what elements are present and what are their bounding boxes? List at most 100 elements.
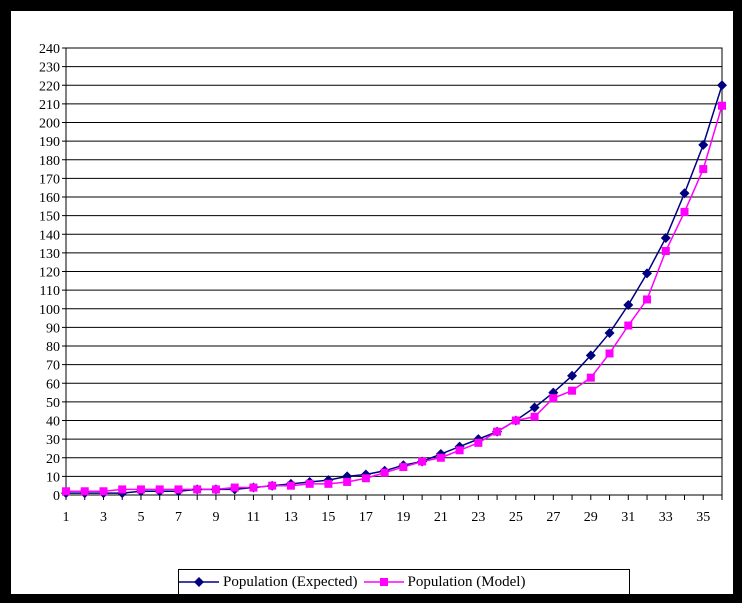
x-tick-label: 5 xyxy=(137,510,144,525)
model-point xyxy=(324,479,333,488)
x-tick-label: 13 xyxy=(284,510,298,525)
model-point xyxy=(118,485,127,494)
y-tick-label: 0 xyxy=(53,489,60,504)
axes xyxy=(62,47,723,500)
y-tick-label: 50 xyxy=(46,396,60,411)
model-point xyxy=(493,427,502,436)
x-tick-label: 7 xyxy=(175,510,182,525)
model-point xyxy=(136,485,145,494)
x-tick-label: 3 xyxy=(100,510,107,525)
model-point xyxy=(155,485,164,494)
x-tick-label: 31 xyxy=(621,510,635,525)
model-point xyxy=(80,487,89,496)
x-tick-label: 15 xyxy=(321,510,335,525)
series-markers xyxy=(61,80,727,499)
model-point xyxy=(568,386,577,395)
model-point xyxy=(268,481,277,490)
legend-model-label: Population (Model) xyxy=(407,573,526,590)
plot-border xyxy=(65,47,723,496)
model-point xyxy=(511,416,520,425)
legend-expected-label: Population (Expected) xyxy=(223,573,358,590)
model-point xyxy=(661,247,670,256)
model-point xyxy=(436,453,445,462)
expected-point xyxy=(717,80,727,91)
model-point xyxy=(249,483,258,492)
expected-point xyxy=(567,370,578,381)
model-point xyxy=(624,321,633,330)
x-tick-label: 17 xyxy=(359,510,373,525)
gridlines xyxy=(66,47,722,496)
y-tick-label: 210 xyxy=(39,98,60,113)
x-tick-label: 35 xyxy=(696,510,710,525)
expected-point xyxy=(698,139,709,150)
model-point xyxy=(718,101,726,110)
model-point xyxy=(455,446,464,455)
x-tick-label: 29 xyxy=(584,510,598,525)
x-tick-labels: 1 3 5 7 9 11 13 15 17 19 21 23 25 27 29 31 33 35 xyxy=(63,510,711,525)
model-point xyxy=(549,394,558,403)
model-point xyxy=(174,485,183,494)
model-point xyxy=(62,487,70,496)
model-point xyxy=(193,485,202,494)
y-tick-label: 150 xyxy=(39,210,60,225)
model-point xyxy=(343,477,352,486)
x-tick-label: 23 xyxy=(471,510,485,525)
model-point xyxy=(643,295,652,304)
y-tick-label: 180 xyxy=(39,154,60,169)
legend-item-model: Population (Model) xyxy=(363,573,526,591)
y-tick-label: 30 xyxy=(46,433,60,448)
model-point xyxy=(680,207,689,216)
model-point xyxy=(230,483,239,492)
chart-panel: 0 10 20 30 40 50 60 70 80 90 100 110 120 130 140 150 160… xyxy=(10,10,734,595)
chart-plot: 0 10 20 30 40 50 60 70 80 90 100 110 120 130 140 150 160… xyxy=(39,42,727,525)
model-point xyxy=(99,487,108,496)
model-point xyxy=(418,457,427,466)
y-tick-label: 240 xyxy=(39,42,60,57)
y-tick-label: 160 xyxy=(39,191,60,206)
x-tick-label: 33 xyxy=(659,510,673,525)
y-tick-label: 130 xyxy=(39,247,60,262)
expected-point xyxy=(623,300,634,311)
y-tick-label: 70 xyxy=(46,359,60,374)
model-point xyxy=(586,373,595,382)
y-tick-labels: 0 10 20 30 40 50 60 70 80 90 100 110 120 130 140 150 160… xyxy=(39,42,60,504)
series-line-expected xyxy=(66,85,723,494)
expected-point xyxy=(679,188,690,199)
model-point xyxy=(305,479,314,488)
y-tick-label: 220 xyxy=(39,79,60,94)
expected-point xyxy=(642,268,653,279)
model-point xyxy=(361,474,370,483)
legend: Population (Expected) Population (Model) xyxy=(178,569,630,595)
model-point xyxy=(286,481,295,490)
y-tick-label: 40 xyxy=(46,415,60,430)
expected-point xyxy=(529,402,540,413)
y-tick-label: 10 xyxy=(46,470,60,485)
y-tick-label: 120 xyxy=(39,266,60,281)
y-tick-label: 20 xyxy=(46,452,60,467)
y-tick-label: 110 xyxy=(40,284,60,299)
legend-expected-swatch xyxy=(179,577,219,587)
expected-point xyxy=(660,232,671,243)
model-point xyxy=(699,165,708,174)
x-tick-label: 21 xyxy=(434,510,448,525)
expected-point xyxy=(585,350,596,361)
legend-model-swatch xyxy=(363,578,404,586)
model-point xyxy=(380,468,389,477)
y-tick-label: 140 xyxy=(39,228,60,243)
x-tick-label: 25 xyxy=(509,510,523,525)
x-tick-label: 19 xyxy=(396,510,410,525)
y-tick-label: 80 xyxy=(46,340,60,355)
model-point xyxy=(605,349,614,358)
y-tick-label: 170 xyxy=(39,172,60,187)
y-tick-label: 90 xyxy=(46,321,60,336)
x-tick-label: 27 xyxy=(546,510,560,525)
model-point xyxy=(399,463,408,472)
x-tick-label: 1 xyxy=(63,510,70,525)
model-point xyxy=(474,438,483,447)
legend-item-expected: Population (Expected) xyxy=(179,574,358,591)
y-tick-label: 190 xyxy=(39,135,60,150)
y-tick-label: 100 xyxy=(39,303,60,318)
x-tick-label: 11 xyxy=(247,510,260,525)
series-lines xyxy=(66,85,723,494)
